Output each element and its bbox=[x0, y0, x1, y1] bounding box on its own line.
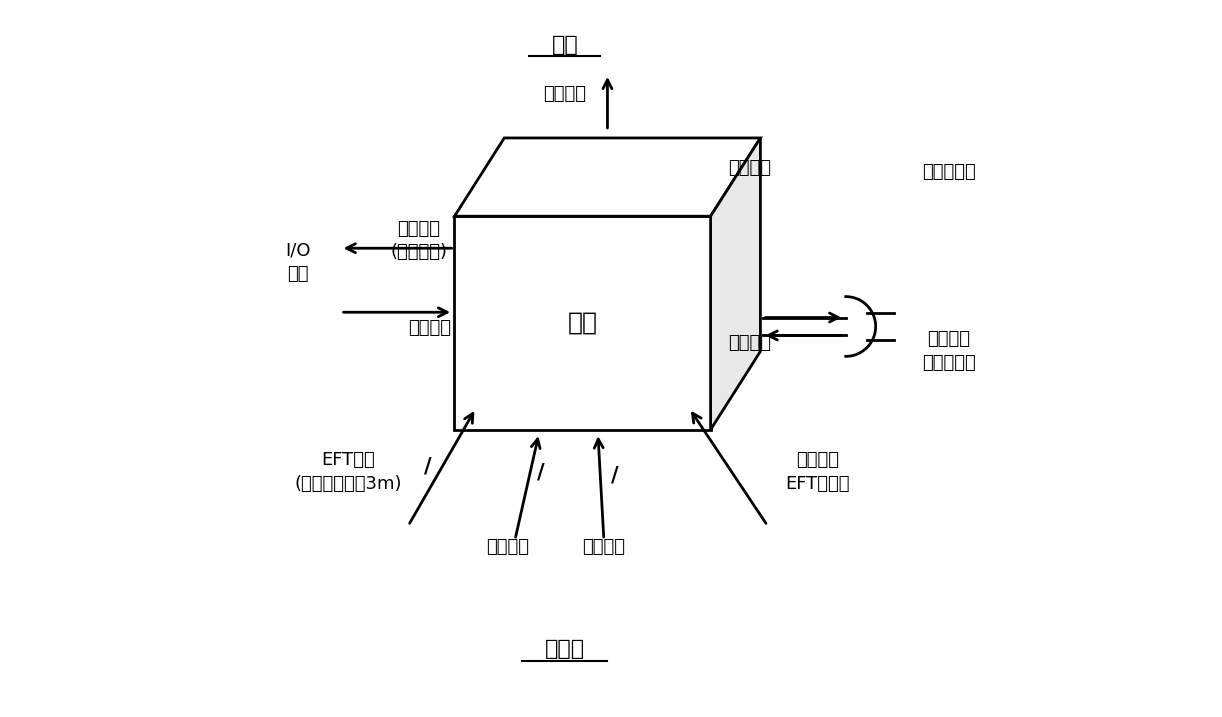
Text: 敏感度: 敏感度 bbox=[545, 639, 585, 659]
Text: 交流电压
跌落和中断: 交流电压 跌落和中断 bbox=[923, 330, 976, 371]
Text: 射频传导: 射频传导 bbox=[728, 333, 771, 351]
Text: 射频传导
(通信端口): 射频传导 (通信端口) bbox=[390, 220, 447, 262]
Text: 射频辐射: 射频辐射 bbox=[486, 538, 529, 556]
Text: 高压瞬态
EFT和浪涌: 高压瞬态 EFT和浪涌 bbox=[785, 451, 849, 493]
Text: 射频传导: 射频传导 bbox=[408, 319, 451, 338]
Polygon shape bbox=[455, 138, 760, 217]
Text: 射频传导: 射频传导 bbox=[728, 159, 771, 177]
Text: 静电放电: 静电放电 bbox=[583, 538, 626, 556]
Text: 射频辐射: 射频辐射 bbox=[544, 85, 587, 103]
Text: 谐波和闪烁: 谐波和闪烁 bbox=[923, 163, 976, 181]
Polygon shape bbox=[711, 138, 760, 429]
Text: I/O
端口: I/O 端口 bbox=[285, 241, 310, 282]
Text: /: / bbox=[611, 466, 618, 486]
Text: 发射: 发射 bbox=[551, 35, 578, 54]
Text: /: / bbox=[538, 462, 545, 483]
Text: /: / bbox=[424, 457, 431, 477]
Text: EFT瞬态
(如果电缆超过3m): EFT瞬态 (如果电缆超过3m) bbox=[295, 451, 402, 493]
Text: 产品: 产品 bbox=[567, 311, 598, 335]
Polygon shape bbox=[455, 217, 711, 429]
